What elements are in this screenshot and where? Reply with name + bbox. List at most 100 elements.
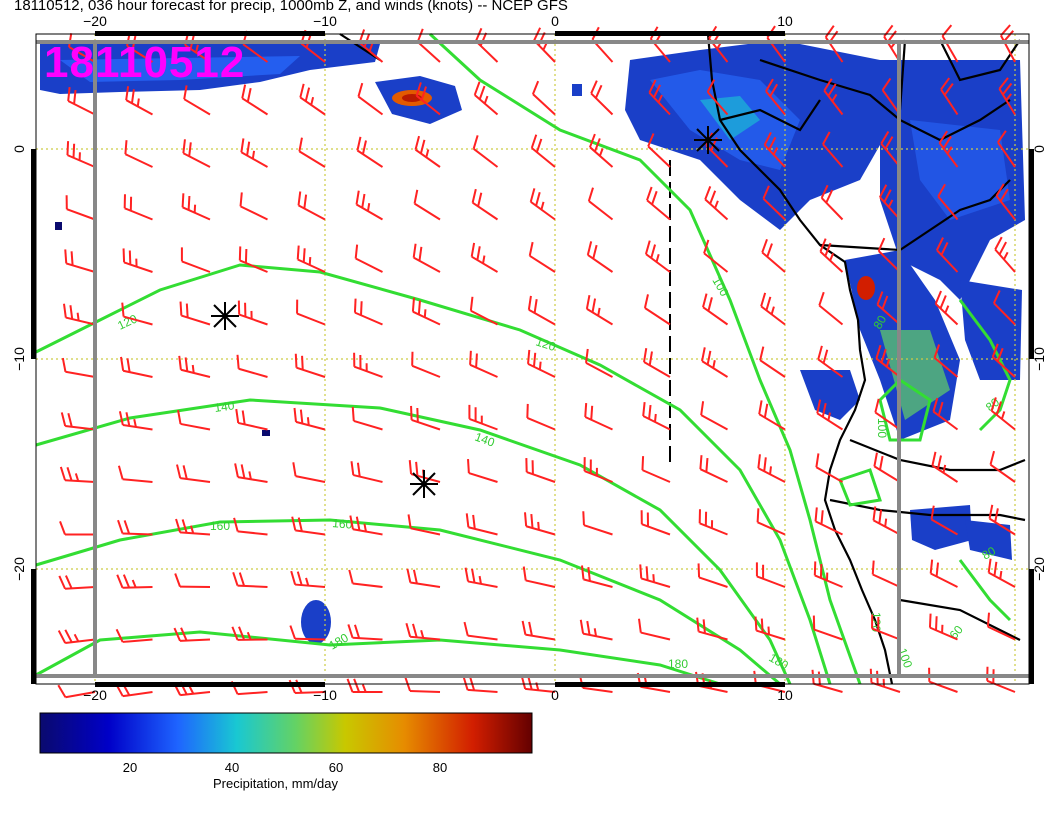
wind-barb: [930, 505, 958, 536]
wind-barb: [469, 296, 498, 326]
precip-south-coast: [800, 370, 860, 420]
wind-barb: [702, 293, 729, 326]
wind-barb: [121, 302, 153, 326]
wind-barb: [815, 453, 843, 483]
left-tick-neg10: −10: [11, 347, 27, 371]
wind-barb: [125, 86, 153, 116]
wind-barb: [820, 184, 844, 221]
wind-barb: [415, 82, 441, 116]
wind-barb: [643, 348, 671, 378]
wind-barb: [813, 561, 843, 588]
coastline: [339, 33, 1026, 685]
wind-barb: [812, 615, 843, 641]
wind-barb: [357, 82, 384, 116]
contour-160: [35, 518, 781, 686]
wind-barb: [296, 245, 326, 273]
storm-marker-south: [410, 470, 438, 498]
wind-barb: [356, 136, 384, 168]
wind-barb: [414, 135, 441, 168]
wind-barb: [872, 506, 901, 536]
wind-barb: [989, 450, 1016, 483]
wind-barb: [407, 514, 441, 536]
wind-barb: [351, 406, 383, 431]
top-tick-neg20: −20: [83, 13, 107, 29]
wind-barb: [586, 241, 614, 273]
wind-barb: [585, 348, 613, 378]
wind-barb: [234, 463, 268, 483]
wind-barb: [874, 398, 901, 431]
wind-barb: [585, 294, 614, 326]
storm-marker-west: [211, 302, 239, 330]
wind-barb: [871, 614, 901, 641]
wind-barb: [756, 508, 786, 536]
wind-barb: [297, 191, 326, 221]
wind-barb: [355, 190, 383, 221]
top-tick-neg10: −10: [313, 13, 337, 29]
wind-barb: [647, 133, 671, 168]
contour-120: [35, 263, 832, 685]
wind-barb: [469, 350, 498, 378]
wind-barb: [818, 291, 844, 326]
wind-barb: [463, 621, 498, 641]
wind-barb: [413, 189, 441, 221]
wind-barb: [871, 560, 901, 588]
wind-barb: [57, 684, 96, 699]
wind-barb: [638, 618, 671, 641]
contour-label-180-east: 180: [668, 657, 688, 671]
wind-barb: [181, 193, 211, 221]
wind-barb: [700, 401, 728, 431]
wind-barb: [348, 569, 383, 588]
wind-barb: [411, 351, 441, 378]
wind-barb: [524, 512, 556, 536]
wind-barb: [643, 294, 671, 326]
wind-barb: [526, 403, 556, 431]
colorbar-tick-20: 20: [122, 760, 138, 775]
wind-barb: [67, 87, 96, 116]
height-contours: [35, 32, 1012, 686]
inner-frame: [36, 40, 1029, 678]
contour-label-120-east: 120: [534, 335, 558, 355]
wind-barb: [241, 84, 269, 116]
wind-barb: [761, 238, 786, 273]
precip-south-blob: [301, 600, 331, 644]
wind-barb: [997, 130, 1016, 168]
contour-60: [958, 559, 1012, 622]
wind-barb: [641, 456, 671, 483]
wind-barb: [639, 564, 671, 588]
wind-barb: [698, 509, 728, 536]
wind-barb: [584, 402, 613, 431]
wind-barb: [880, 131, 901, 168]
bottom-tick-10: 10: [777, 687, 793, 703]
wind-barb: [236, 354, 268, 378]
wind-barb: [349, 515, 383, 536]
wind-barb: [701, 347, 729, 378]
wind-barb: [238, 246, 268, 273]
wind-barb: [696, 617, 728, 641]
bottom-tick-neg10: −10: [313, 687, 337, 703]
wind-barb: [178, 355, 211, 378]
wind-barb: [755, 562, 786, 588]
page-title: 18110512, 036 hour forecast for precip, …: [14, 0, 568, 14]
wind-barb: [124, 140, 153, 168]
wind-barb: [292, 462, 326, 483]
wind-barb: [177, 409, 211, 431]
contour-label-160-east: 160: [332, 516, 353, 532]
wind-barb: [522, 566, 556, 588]
wind-barb: [182, 139, 211, 168]
wind-barb: [937, 183, 959, 221]
wind-barb: [521, 620, 556, 641]
wind-barb: [239, 192, 268, 221]
axis-labels: −20 −10 0 10 −20 −10 0 10 0 −10 −20 0 −1…: [11, 13, 1047, 703]
colorbar-tick-40: 40: [224, 760, 240, 775]
wind-barb: [530, 134, 556, 168]
contour-label-140-east: 140: [473, 430, 497, 450]
wind-barb: [528, 241, 556, 273]
wind-barb: [875, 344, 901, 378]
wind-barb: [589, 133, 614, 168]
contour-label-80-west: 80: [870, 313, 889, 332]
wind-barb: [411, 297, 441, 326]
precip-colorbar: [39, 712, 533, 754]
wind-barb: [115, 628, 153, 643]
wind-barb: [697, 563, 728, 588]
